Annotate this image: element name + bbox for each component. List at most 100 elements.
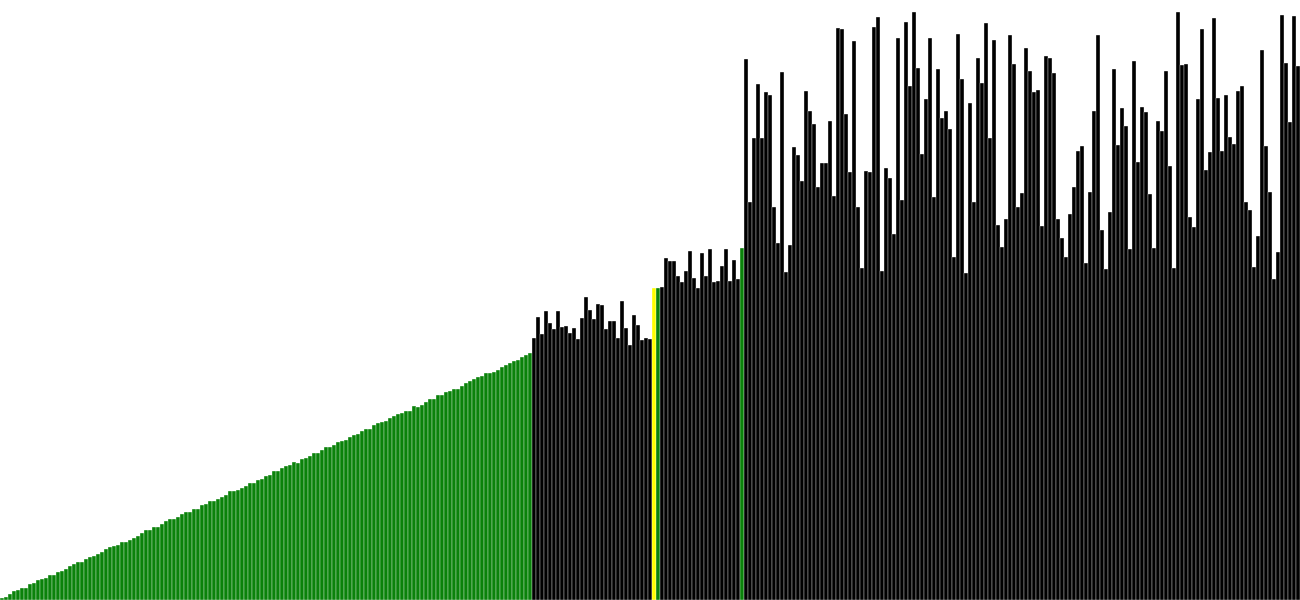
bar-unsorted — [727, 280, 733, 600]
bar-sorted — [239, 487, 245, 600]
bar-sorted — [431, 398, 437, 600]
bar-sorted — [103, 548, 109, 600]
bar-unsorted — [1291, 15, 1297, 600]
bar-unsorted — [899, 199, 905, 600]
bar-unsorted — [763, 91, 769, 600]
bar-unsorted — [543, 310, 549, 600]
bar-unsorted — [703, 275, 709, 600]
bar-unsorted — [707, 248, 713, 600]
bar-sorted — [19, 587, 25, 600]
bar-unsorted — [1191, 226, 1197, 600]
bar-unsorted — [663, 257, 669, 600]
bar-pivot — [739, 247, 745, 600]
bar-sorted — [223, 494, 229, 600]
bar-sorted — [179, 513, 185, 600]
bar-sorted — [115, 544, 121, 600]
bar-sorted — [315, 452, 321, 600]
bar-unsorted — [807, 110, 813, 600]
bar-unsorted — [863, 170, 869, 600]
bar-unsorted — [1267, 191, 1273, 600]
bar-sorted — [171, 518, 177, 600]
bar-unsorted — [767, 94, 773, 600]
bar-unsorted — [639, 339, 645, 600]
bar-sorted — [251, 482, 257, 600]
bar-unsorted — [683, 270, 689, 600]
bar-unsorted — [1159, 130, 1165, 600]
bar-unsorted — [811, 123, 817, 600]
bar-unsorted — [735, 278, 741, 600]
bar-sorted — [23, 587, 29, 600]
bar-sorted — [371, 424, 377, 600]
bar-unsorted — [1111, 68, 1117, 600]
bar-sorted — [287, 464, 293, 600]
bar-sorted — [491, 371, 497, 600]
bar-unsorted — [907, 85, 913, 600]
bar-unsorted — [1019, 192, 1025, 600]
bar-unsorted — [1147, 193, 1153, 600]
bar-sorted — [75, 561, 81, 600]
bar-unsorted — [1199, 28, 1205, 600]
bar-sorted — [235, 489, 241, 600]
bar-sorted — [219, 496, 225, 600]
bar-sorted — [451, 388, 457, 600]
bar-sorted — [311, 452, 317, 600]
bar-sorted — [303, 457, 309, 600]
bar-sorted — [79, 561, 85, 600]
bar-unsorted — [787, 244, 793, 600]
bar-unsorted — [699, 252, 705, 600]
bar-unsorted — [531, 337, 537, 600]
bar-unsorted — [931, 196, 937, 600]
bar-sorted — [307, 455, 313, 600]
bar-unsorted — [1095, 34, 1101, 600]
bar-unsorted — [747, 201, 753, 600]
bar-unsorted — [619, 300, 625, 600]
bar-unsorted — [979, 82, 985, 600]
bar-unsorted — [1239, 85, 1245, 600]
bar-unsorted — [1255, 235, 1261, 600]
bar-sorted — [195, 508, 201, 600]
bar-sorted — [447, 390, 453, 600]
bar-sorted — [519, 356, 525, 600]
bar-sorted — [67, 565, 73, 600]
bar-sorted — [339, 440, 345, 600]
bar-unsorted — [1243, 201, 1249, 600]
bar-unsorted — [1063, 256, 1069, 600]
bar-unsorted — [879, 270, 885, 600]
bar-unsorted — [755, 83, 761, 600]
bar-unsorted — [1039, 225, 1045, 600]
bar-unsorted — [1023, 47, 1029, 600]
bar-unsorted — [1195, 98, 1201, 600]
bar-unsorted — [1283, 62, 1289, 600]
bar-sorted — [439, 394, 445, 600]
bar-unsorted — [559, 326, 565, 600]
bar-unsorted — [759, 137, 765, 600]
bar-unsorted — [571, 327, 577, 600]
bar-sorted — [199, 504, 205, 600]
bar-sorted — [183, 511, 189, 600]
bar-unsorted — [555, 310, 561, 600]
bar-sorted — [59, 570, 65, 600]
bar-unsorted — [1007, 34, 1013, 600]
bar-sorted — [455, 388, 461, 600]
bar-sorted — [319, 449, 325, 600]
bar-unsorted — [1219, 150, 1225, 600]
bar-unsorted — [795, 154, 801, 600]
bar-sorted — [283, 465, 289, 600]
bar-sorted — [123, 541, 129, 600]
bar-sorted — [135, 535, 141, 600]
bar-unsorted — [995, 224, 1001, 600]
bar-sorted — [55, 571, 61, 600]
bar-sorted — [503, 364, 509, 600]
bar-sorted — [87, 556, 93, 600]
bar-unsorted — [783, 271, 789, 600]
bar-unsorted — [631, 314, 637, 600]
bar-sorted — [379, 421, 385, 600]
bar-unsorted — [675, 275, 681, 600]
bar-sorted — [263, 475, 269, 600]
bar-sorted — [47, 574, 53, 600]
bar-unsorted — [1047, 57, 1053, 600]
bar-sorted — [107, 546, 113, 600]
bar-unsorted — [603, 328, 609, 600]
bar-sorted — [271, 470, 277, 600]
bar-unsorted — [691, 277, 697, 600]
